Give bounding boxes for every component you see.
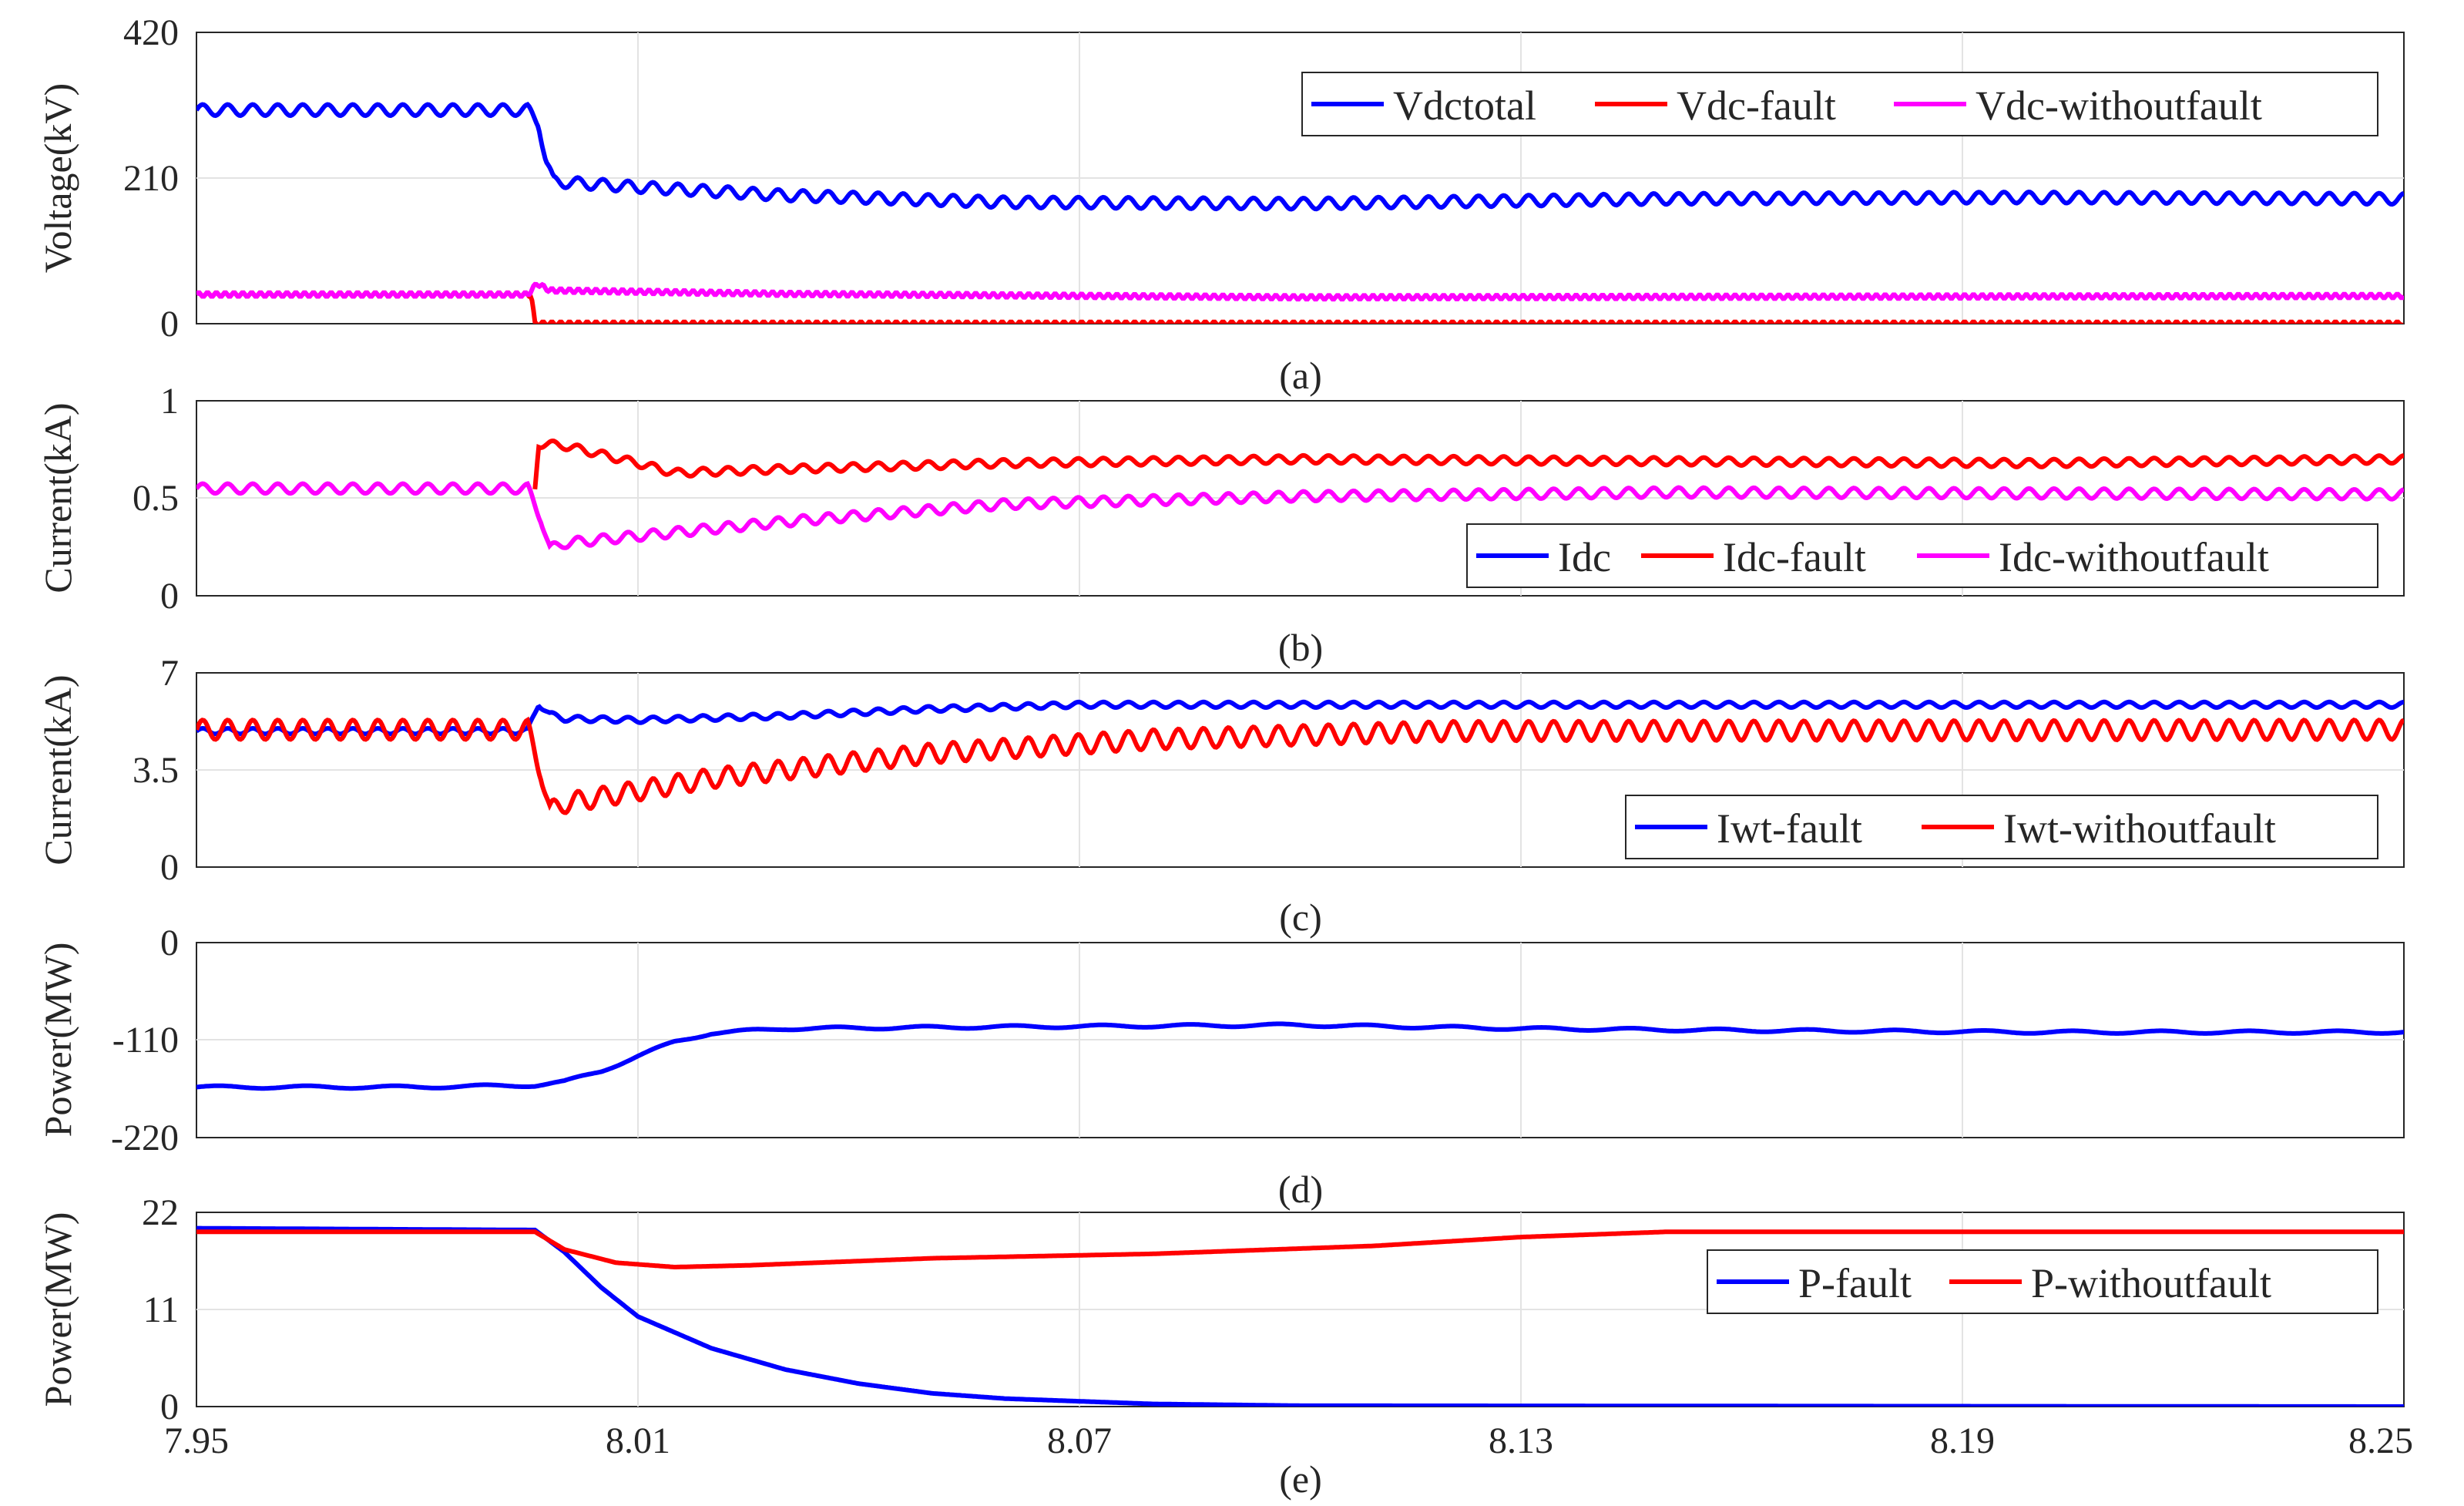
legend-entry: P-fault — [1798, 1260, 1912, 1306]
y-tick: 0 — [160, 847, 179, 888]
legend-entry: Iwt-fault — [1717, 805, 1862, 852]
x-tick: 8.07 — [1047, 1420, 1112, 1461]
series-idc-fault-line — [532, 438, 2404, 490]
legend-entry: Vdc-fault — [1677, 82, 1836, 129]
y-tick: 11 — [143, 1289, 179, 1330]
series-layer — [196, 101, 2404, 324]
y-tick: 22 — [142, 1192, 179, 1233]
y-tick: -110 — [112, 1020, 179, 1061]
panel-b: 0 0.5 1 Current(kA) (b) Idc Idc-fault Id… — [36, 381, 2405, 669]
y-axis-label: Current(kA) — [36, 402, 79, 593]
series-vdc-fault-line — [196, 290, 2404, 324]
panel-caption: (c) — [1279, 896, 1322, 939]
legend: Iwt-fault Iwt-withoutfault — [1625, 795, 2378, 859]
series-vdctotal-line — [196, 101, 2404, 212]
y-tick: 3.5 — [133, 750, 179, 791]
legend-box — [1301, 72, 2378, 136]
y-tick: 7 — [160, 653, 179, 694]
legend-entry: Idc — [1558, 534, 1611, 580]
y-axis-label: Power(MW) — [36, 943, 79, 1138]
panel-caption: (b) — [1278, 626, 1323, 669]
legend-entry: Idc-withoutfault — [1999, 534, 2269, 580]
legend-entry: Vdc-withoutfault — [1976, 82, 2262, 129]
y-tick: 0.5 — [133, 478, 179, 519]
series-vdc-withoutfault-line — [196, 281, 2404, 302]
legend-entry: Idc-fault — [1723, 534, 1866, 580]
series-iwt-fault-line — [196, 699, 2404, 737]
series-p-withoutfault-line — [196, 1229, 2404, 1269]
grid — [196, 943, 2404, 1138]
series-layer — [196, 438, 2404, 550]
y-tick: 0 — [160, 304, 179, 345]
series-idc-withoutfault-line — [196, 480, 2404, 550]
legend-entry: Vdctotal — [1393, 82, 1536, 129]
legend: Idc Idc-fault Idc-withoutfault — [1466, 523, 2378, 588]
y-tick: 210 — [123, 158, 179, 199]
legend-entry: Iwt-withoutfault — [2003, 805, 2276, 852]
x-tick: 8.25 — [2348, 1420, 2413, 1461]
y-axis-label: Power(MW) — [36, 1212, 79, 1407]
series-layer — [196, 699, 2404, 815]
legend: P-fault P-withoutfault — [1707, 1249, 2378, 1314]
y-tick: 420 — [123, 12, 179, 53]
panel-caption: (a) — [1279, 354, 1322, 397]
panel-c: 0 3.5 7 Current(kA) (c) Iwt-fault Iwt-wi… — [36, 653, 2405, 939]
series-iwt-withoutfault-line — [196, 716, 2404, 815]
y-tick: -220 — [111, 1118, 179, 1158]
y-tick: 1 — [160, 381, 179, 422]
legend-box — [1625, 795, 2378, 859]
y-axis-label: Current(kA) — [36, 674, 79, 865]
series-power-line — [196, 1021, 2404, 1091]
y-axis-label: Voltage(kV) — [36, 83, 79, 273]
x-tick: 8.19 — [1930, 1420, 1995, 1461]
series-p-fault-line — [196, 1225, 2404, 1407]
series-layer — [196, 1225, 2404, 1407]
y-tick: 0 — [160, 1387, 179, 1427]
panel-a: 0 210 420 Voltage(kV) (a) Vdctotal Vdc-f… — [36, 12, 2405, 397]
y-tick: 0 — [160, 576, 179, 617]
x-tick: 8.01 — [606, 1420, 670, 1461]
panel-caption: (e) — [1279, 1457, 1322, 1501]
legend-box — [1707, 1249, 2378, 1314]
panel-d: -220 -110 0 Power(MW) (d) — [36, 923, 2405, 1211]
x-tick: 8.13 — [1489, 1420, 1553, 1461]
series-layer — [196, 1021, 2404, 1091]
panel-e: 0 11 22 Power(MW) 7.95 8.01 8.07 8.13 8.… — [36, 1192, 2413, 1501]
y-tick: 0 — [160, 923, 179, 963]
x-axis: 7.95 8.01 8.07 8.13 8.19 8.25 — [164, 1420, 2413, 1461]
legend-box — [1466, 523, 2378, 588]
x-tick: 7.95 — [164, 1420, 229, 1461]
panel-caption: (d) — [1278, 1168, 1323, 1211]
legend: Vdctotal Vdc-fault Vdc-withoutfault — [1301, 72, 2378, 136]
legend-entry: P-withoutfault — [2031, 1260, 2271, 1306]
